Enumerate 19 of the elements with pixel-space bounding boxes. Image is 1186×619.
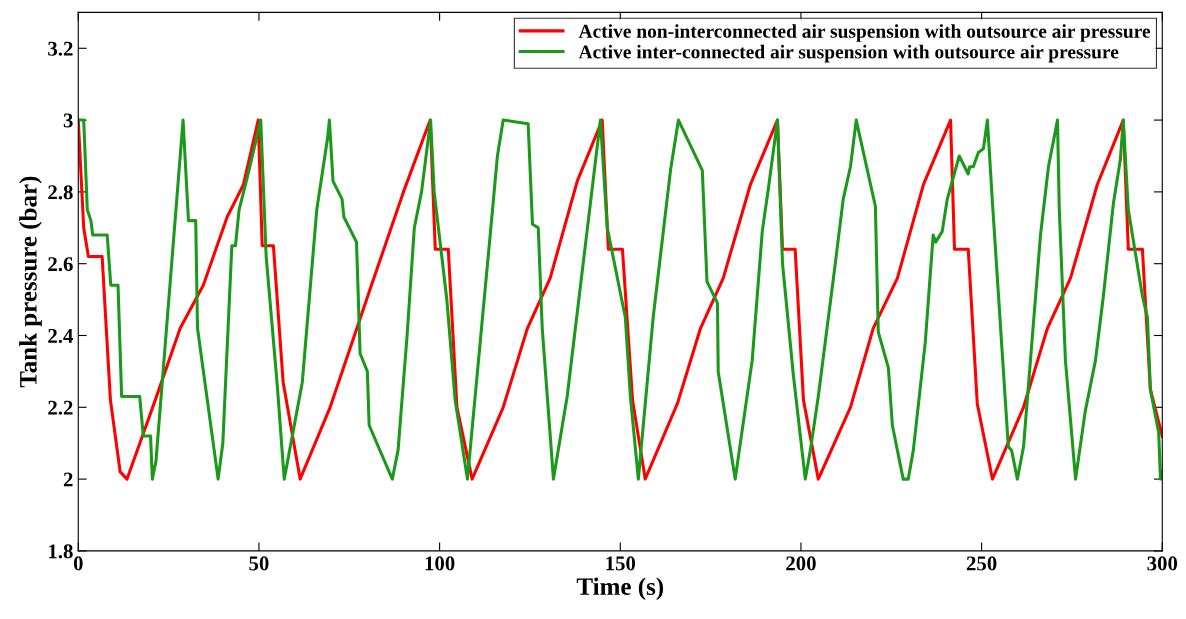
y-tick-label: 1.8	[49, 544, 73, 559]
x-tick-label: 250	[966, 556, 997, 571]
y-tick-label: 2.2	[48, 400, 73, 415]
x-tick-label: 0	[73, 556, 83, 571]
y-tick-label: 3.2	[48, 41, 73, 56]
y-tick-label: 3	[63, 113, 73, 128]
y-tick-label: 2.6	[48, 257, 73, 272]
legend-label: Active inter-connected air suspension with outsource air pressure	[578, 44, 1119, 63]
y-tick-label: 2.8	[48, 185, 73, 200]
x-axis-title: Time (s)	[576, 577, 664, 601]
x-tick-label: 200	[786, 556, 816, 571]
x-tick-label: 100	[425, 556, 455, 571]
y-tick-label: 2.4	[48, 328, 74, 344]
y-tick-label: 2	[63, 472, 73, 487]
legend-label: Active non-interconnected air suspension with outsource air pressure	[578, 24, 1151, 42]
x-tick-label: 50	[249, 556, 269, 571]
y-axis-title: Tank pressure (bar)	[19, 176, 42, 388]
x-tick-label: 150	[606, 556, 636, 571]
x-tick-label: 300	[1147, 556, 1178, 571]
